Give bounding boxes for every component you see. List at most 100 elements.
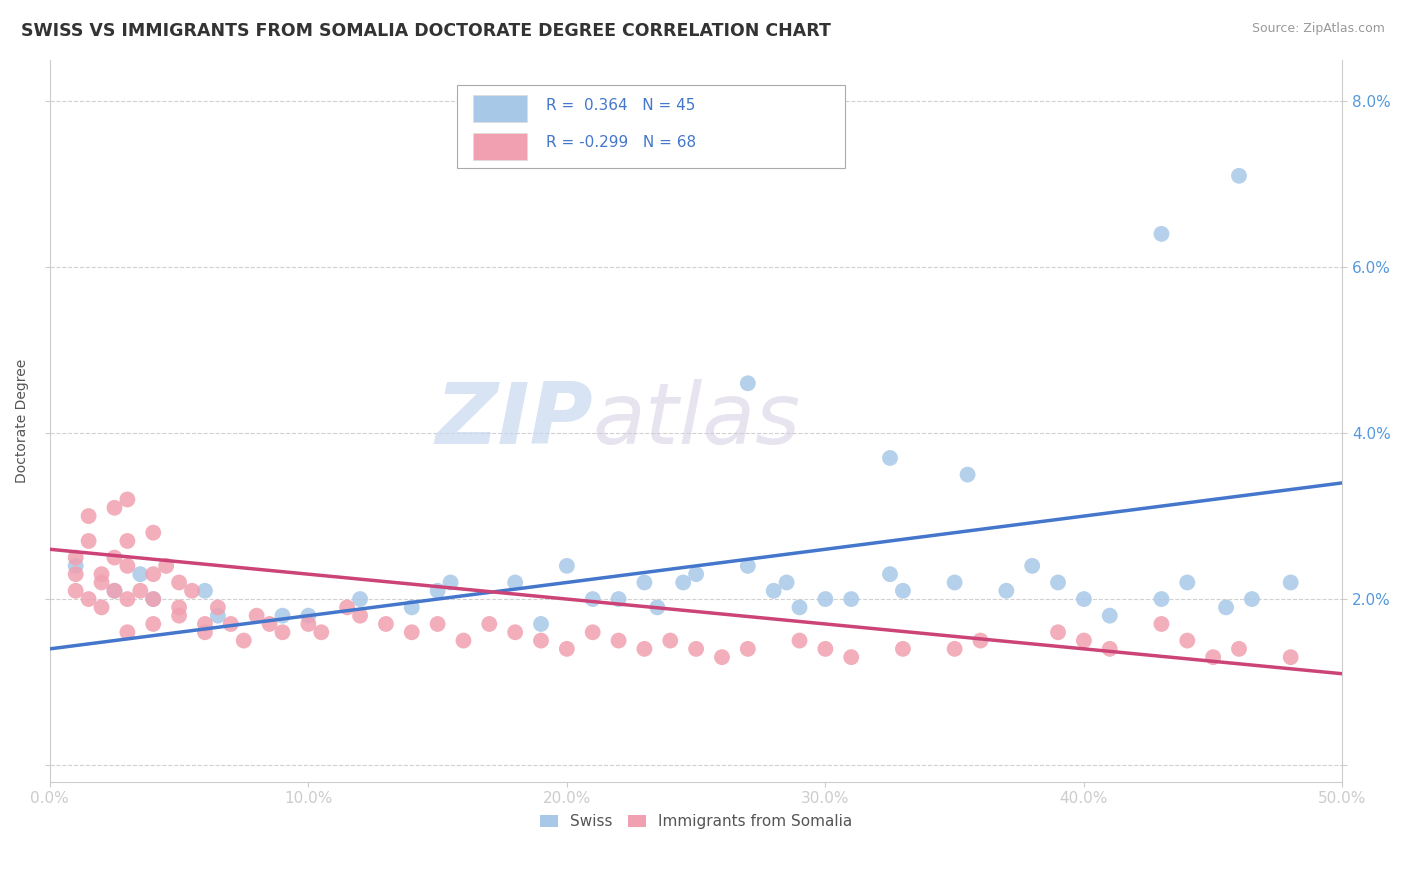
Point: [1098, 608, 1121, 623]
Text: Source: ZipAtlas.com: Source: ZipAtlas.com: [1251, 22, 1385, 36]
Point: [685, 567, 707, 582]
Point: [129, 567, 152, 582]
Point: [90, 575, 112, 590]
Point: [142, 592, 165, 607]
Point: [943, 575, 966, 590]
Point: [194, 583, 217, 598]
Point: [117, 558, 139, 573]
Point: [879, 567, 901, 582]
Point: [1073, 633, 1095, 648]
Point: [737, 376, 759, 391]
Text: ZIP: ZIP: [434, 379, 593, 462]
Point: [607, 633, 630, 648]
Point: [142, 617, 165, 632]
Point: [167, 575, 190, 590]
Text: R =  0.364   N = 45: R = 0.364 N = 45: [546, 97, 696, 112]
Point: [117, 592, 139, 607]
Point: [374, 617, 396, 632]
Legend: Swiss, Immigrants from Somalia: Swiss, Immigrants from Somalia: [533, 808, 859, 836]
Y-axis label: Doctorate Degree: Doctorate Degree: [15, 359, 30, 483]
Point: [401, 600, 423, 615]
Point: [90, 600, 112, 615]
Point: [1227, 169, 1250, 183]
Point: [271, 608, 294, 623]
Point: [879, 450, 901, 465]
Point: [207, 608, 229, 623]
Point: [943, 641, 966, 656]
Point: [555, 558, 578, 573]
Point: [219, 617, 242, 632]
Point: [710, 650, 733, 665]
Point: [142, 567, 165, 582]
Point: [349, 608, 371, 623]
Point: [530, 617, 553, 632]
Point: [65, 558, 87, 573]
Point: [311, 625, 333, 640]
FancyBboxPatch shape: [472, 133, 527, 160]
Point: [1047, 575, 1070, 590]
Point: [995, 583, 1018, 598]
Point: [1073, 592, 1095, 607]
Point: [633, 641, 655, 656]
Point: [647, 600, 669, 615]
Point: [1279, 650, 1302, 665]
Point: [207, 600, 229, 615]
Point: [77, 533, 100, 548]
Point: [103, 500, 125, 515]
Point: [167, 608, 190, 623]
Point: [775, 575, 797, 590]
Point: [103, 583, 125, 598]
Point: [65, 583, 87, 598]
Point: [1021, 558, 1043, 573]
Point: [297, 608, 319, 623]
Point: [1175, 575, 1198, 590]
Point: [1279, 575, 1302, 590]
Point: [582, 625, 605, 640]
Point: [117, 533, 139, 548]
Point: [956, 467, 979, 482]
Point: [426, 617, 449, 632]
Point: [194, 625, 217, 640]
Point: [789, 633, 811, 648]
Point: [503, 625, 526, 640]
Point: [336, 600, 359, 615]
Point: [142, 592, 165, 607]
Point: [1215, 600, 1237, 615]
Point: [969, 633, 991, 648]
Point: [1227, 641, 1250, 656]
Point: [167, 600, 190, 615]
Point: [555, 641, 578, 656]
Point: [246, 608, 269, 623]
Point: [103, 583, 125, 598]
Point: [839, 592, 862, 607]
Point: [65, 567, 87, 582]
Point: [659, 633, 682, 648]
Point: [103, 550, 125, 565]
Point: [117, 492, 139, 507]
FancyBboxPatch shape: [472, 95, 527, 122]
Point: [181, 583, 204, 598]
Point: [607, 592, 630, 607]
Point: [1150, 592, 1173, 607]
Point: [401, 625, 423, 640]
Point: [1202, 650, 1225, 665]
Point: [737, 641, 759, 656]
Text: atlas: atlas: [593, 379, 800, 462]
Point: [582, 592, 605, 607]
Point: [789, 600, 811, 615]
Point: [839, 650, 862, 665]
Point: [232, 633, 254, 648]
Point: [426, 583, 449, 598]
Point: [478, 617, 501, 632]
Point: [1098, 641, 1121, 656]
Text: R = -0.299   N = 68: R = -0.299 N = 68: [546, 135, 696, 150]
Point: [1175, 633, 1198, 648]
Point: [814, 592, 837, 607]
Point: [439, 575, 461, 590]
Point: [65, 550, 87, 565]
Point: [117, 625, 139, 640]
Point: [891, 583, 914, 598]
Point: [1240, 592, 1263, 607]
Point: [685, 641, 707, 656]
Point: [1047, 625, 1070, 640]
